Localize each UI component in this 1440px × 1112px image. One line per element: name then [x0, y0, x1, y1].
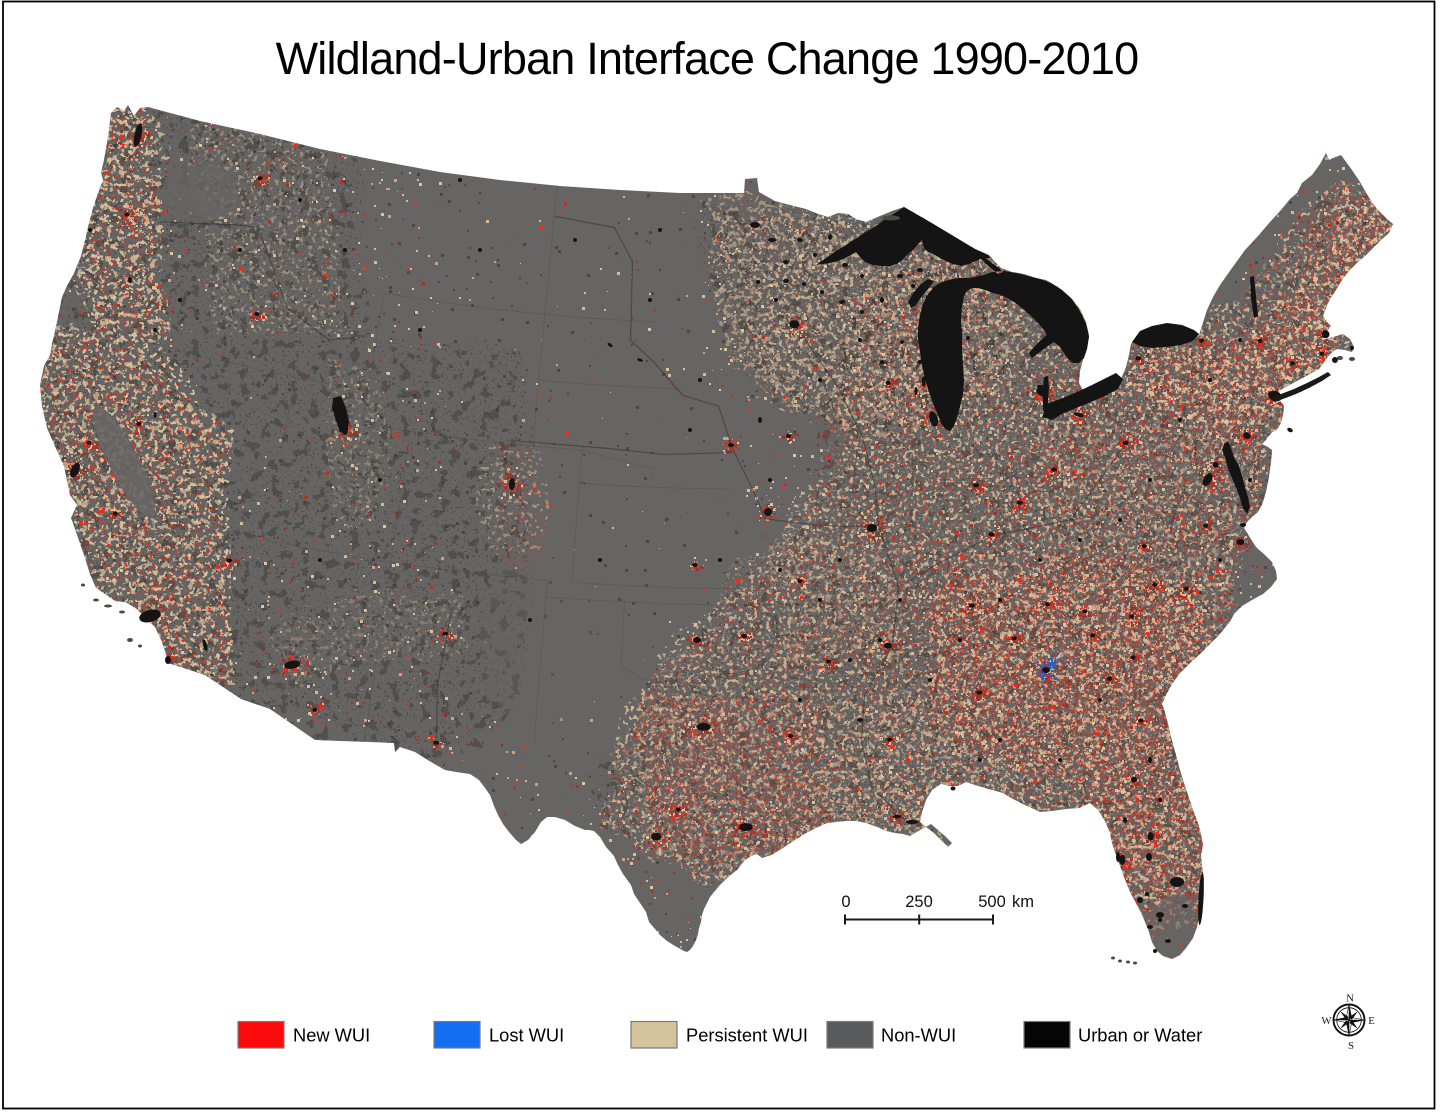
svg-text:Lost WUI: Lost WUI: [489, 1025, 564, 1046]
svg-text:N: N: [1346, 993, 1354, 1005]
svg-text:New WUI: New WUI: [293, 1025, 370, 1046]
svg-text:Non-WUI: Non-WUI: [881, 1025, 956, 1046]
svg-text:E: E: [1368, 1015, 1375, 1027]
svg-text:250: 250: [905, 893, 933, 911]
svg-text:Persistent WUI: Persistent WUI: [686, 1025, 808, 1046]
svg-text:500: 500: [978, 893, 1006, 911]
svg-text:Urban or Water: Urban or Water: [1078, 1025, 1202, 1046]
svg-text:0: 0: [841, 893, 850, 911]
svg-text:W: W: [1321, 1015, 1332, 1027]
svg-text:km: km: [1012, 893, 1034, 911]
svg-text:Wildland-Urban Interface Chang: Wildland-Urban Interface Change 1990-201…: [276, 33, 1139, 84]
svg-text:S: S: [1348, 1040, 1354, 1052]
